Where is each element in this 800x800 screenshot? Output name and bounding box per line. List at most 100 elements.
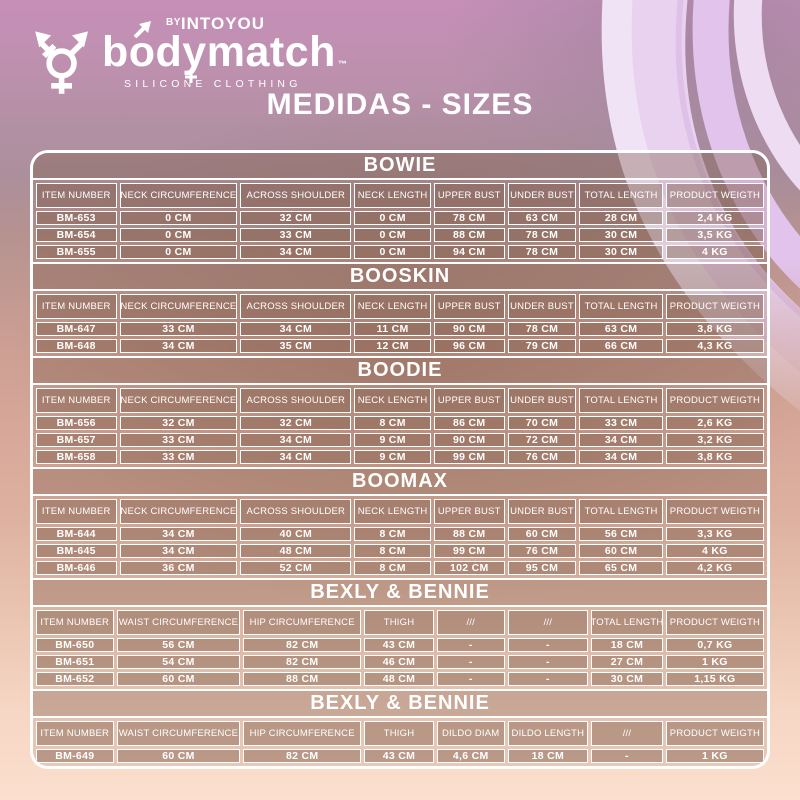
table-title: BOODIE xyxy=(33,356,767,385)
item-number-cell: BM-655 xyxy=(36,245,117,259)
table-cell: 8 CM xyxy=(354,416,431,430)
column-header: TOTAL LENGTH xyxy=(579,183,663,208)
table-cell: 33 CM xyxy=(119,322,238,336)
table-cell: 27 CM xyxy=(591,655,663,669)
female-cross-icon xyxy=(185,70,197,83)
table-cell: - xyxy=(436,672,505,686)
size-table-bowie-1: BOWIE ITEM NUMBER NECK CIRCUMFERENCE ACROSS… xyxy=(33,153,767,262)
table-cell: 99 CM xyxy=(433,544,505,558)
size-table-boodie-3: BOODIE ITEM NUMBER NECK CIRCUMFERENCE ACROS… xyxy=(33,356,767,467)
column-header: NECK CIRCUMFERENCE xyxy=(119,183,238,208)
table-cell: 28 CM xyxy=(579,211,663,225)
table-cell: 88 CM xyxy=(243,672,362,686)
item-number-cell: BM-658 xyxy=(36,450,117,464)
table-cell: 4 KG xyxy=(665,245,764,259)
column-header: HIP CIRCUMFERENCE xyxy=(243,721,362,746)
table-cell: 4,6 CM xyxy=(436,749,505,763)
table-cell: 12 CM xyxy=(354,339,431,353)
column-header: UPPER BUST xyxy=(433,388,505,413)
table-cell: 76 CM xyxy=(507,544,577,558)
table-cell: 60 CM xyxy=(507,527,577,541)
table-cell: 9 CM xyxy=(354,433,431,447)
table-cell: 86 CM xyxy=(433,416,505,430)
table-cell: 70 CM xyxy=(507,416,577,430)
table-cell: 76 CM xyxy=(507,450,577,464)
logo-text: BYINTOYOU bodymatch ™ SILICONE CLOTHING xyxy=(102,10,347,104)
table-cell: 8 CM xyxy=(354,544,431,558)
item-number-cell: BM-651 xyxy=(36,655,114,669)
table-cell: 48 CM xyxy=(364,672,434,686)
column-header: ITEM NUMBER xyxy=(36,294,117,319)
table-cell: 82 CM xyxy=(243,749,362,763)
table-cell: 90 CM xyxy=(433,322,505,336)
trademark: ™ xyxy=(337,59,347,70)
table-cell: 35 CM xyxy=(240,339,352,353)
item-number-cell: BM-653 xyxy=(36,211,117,225)
table-cell: 63 CM xyxy=(579,322,663,336)
table-cell: 96 CM xyxy=(433,339,505,353)
table-cell: 78 CM xyxy=(507,228,577,242)
table-cell: - xyxy=(507,638,589,652)
ribbon-decoration xyxy=(601,0,800,412)
column-header: ACROSS SHOULDER xyxy=(240,294,352,319)
size-grid: ITEM NUMBER NECK CIRCUMFERENCE ACROSS SHOU… xyxy=(33,180,767,262)
table-cell: 34 CM xyxy=(240,245,352,259)
column-header: HIP CIRCUMFERENCE xyxy=(243,610,362,635)
column-header: ACROSS SHOULDER xyxy=(240,388,352,413)
table-cell: 46 CM xyxy=(364,655,434,669)
table-cell: 54 CM xyxy=(116,655,241,669)
item-number-cell: BM-656 xyxy=(36,416,117,430)
table-cell: 78 CM xyxy=(507,322,577,336)
table-cell: 34 CM xyxy=(240,322,352,336)
column-header: NECK CIRCUMFERENCE xyxy=(119,388,238,413)
column-header: PRODUCT WEIGTH xyxy=(665,499,764,524)
table-cell: 56 CM xyxy=(579,527,663,541)
column-header: TOTAL LENGTH xyxy=(579,388,663,413)
table-cell: 30 CM xyxy=(579,228,663,242)
column-header: ITEM NUMBER xyxy=(36,183,117,208)
table-title: BEXLY & BENNIE xyxy=(33,689,767,718)
transgender-icon xyxy=(35,31,88,94)
table-cell: 90 CM xyxy=(433,433,505,447)
brand-name: INTOYOU xyxy=(180,14,266,33)
column-header: UNDER BUST xyxy=(507,499,577,524)
table-cell: 3,3 KG xyxy=(665,527,764,541)
item-number-cell: BM-645 xyxy=(36,544,117,558)
table-cell: 32 CM xyxy=(119,416,238,430)
column-header: ACROSS SHOULDER xyxy=(240,499,352,524)
brand-by: BY xyxy=(166,17,181,28)
table-cell: 34 CM xyxy=(240,433,352,447)
table-cell: 60 CM xyxy=(116,672,241,686)
column-header: ITEM NUMBER xyxy=(36,499,117,524)
item-number-cell: BM-649 xyxy=(36,749,114,763)
column-header: NECK LENGTH xyxy=(354,499,431,524)
table-cell: 4,2 KG xyxy=(665,561,764,575)
table-cell: 0 CM xyxy=(354,211,431,225)
table-title: BEXLY & BENNIE xyxy=(33,578,767,607)
size-grid: ITEM NUMBER WAIST CIRCUMFERENCE HIP CIRCUM… xyxy=(33,607,767,689)
table-cell: 2,4 KG xyxy=(665,211,764,225)
table-cell: 94 CM xyxy=(433,245,505,259)
table-cell: 0 CM xyxy=(119,211,238,225)
table-cell: 34 CM xyxy=(579,433,663,447)
column-header: /// xyxy=(591,721,663,746)
column-header: ITEM NUMBER xyxy=(36,388,117,413)
table-cell: 88 CM xyxy=(433,527,505,541)
table-cell: - xyxy=(507,655,589,669)
column-header: NECK LENGTH xyxy=(354,294,431,319)
size-tables-panel: BOWIE ITEM NUMBER NECK CIRCUMFERENCE ACROSS… xyxy=(30,150,770,769)
size-grid: ITEM NUMBER NECK CIRCUMFERENCE ACROSS SHOU… xyxy=(33,496,767,578)
size-table-bexly-bennie-6: BEXLY & BENNIE ITEM NUMBER WAIST CIRCUMFER… xyxy=(33,689,767,766)
column-header: ITEM NUMBER xyxy=(36,610,114,635)
table-cell: 33 CM xyxy=(119,433,238,447)
size-table-booskin-2: BOOSKIN ITEM NUMBER NECK CIRCUMFERENCE ACRO… xyxy=(33,262,767,356)
table-cell: 34 CM xyxy=(119,527,238,541)
table-cell: 34 CM xyxy=(240,450,352,464)
table-cell: 78 CM xyxy=(507,245,577,259)
table-cell: 40 CM xyxy=(240,527,352,541)
table-cell: 63 CM xyxy=(507,211,577,225)
table-cell: 30 CM xyxy=(591,672,663,686)
table-cell: 1,15 KG xyxy=(665,672,764,686)
column-header: PRODUCT WEIGTH xyxy=(665,294,764,319)
